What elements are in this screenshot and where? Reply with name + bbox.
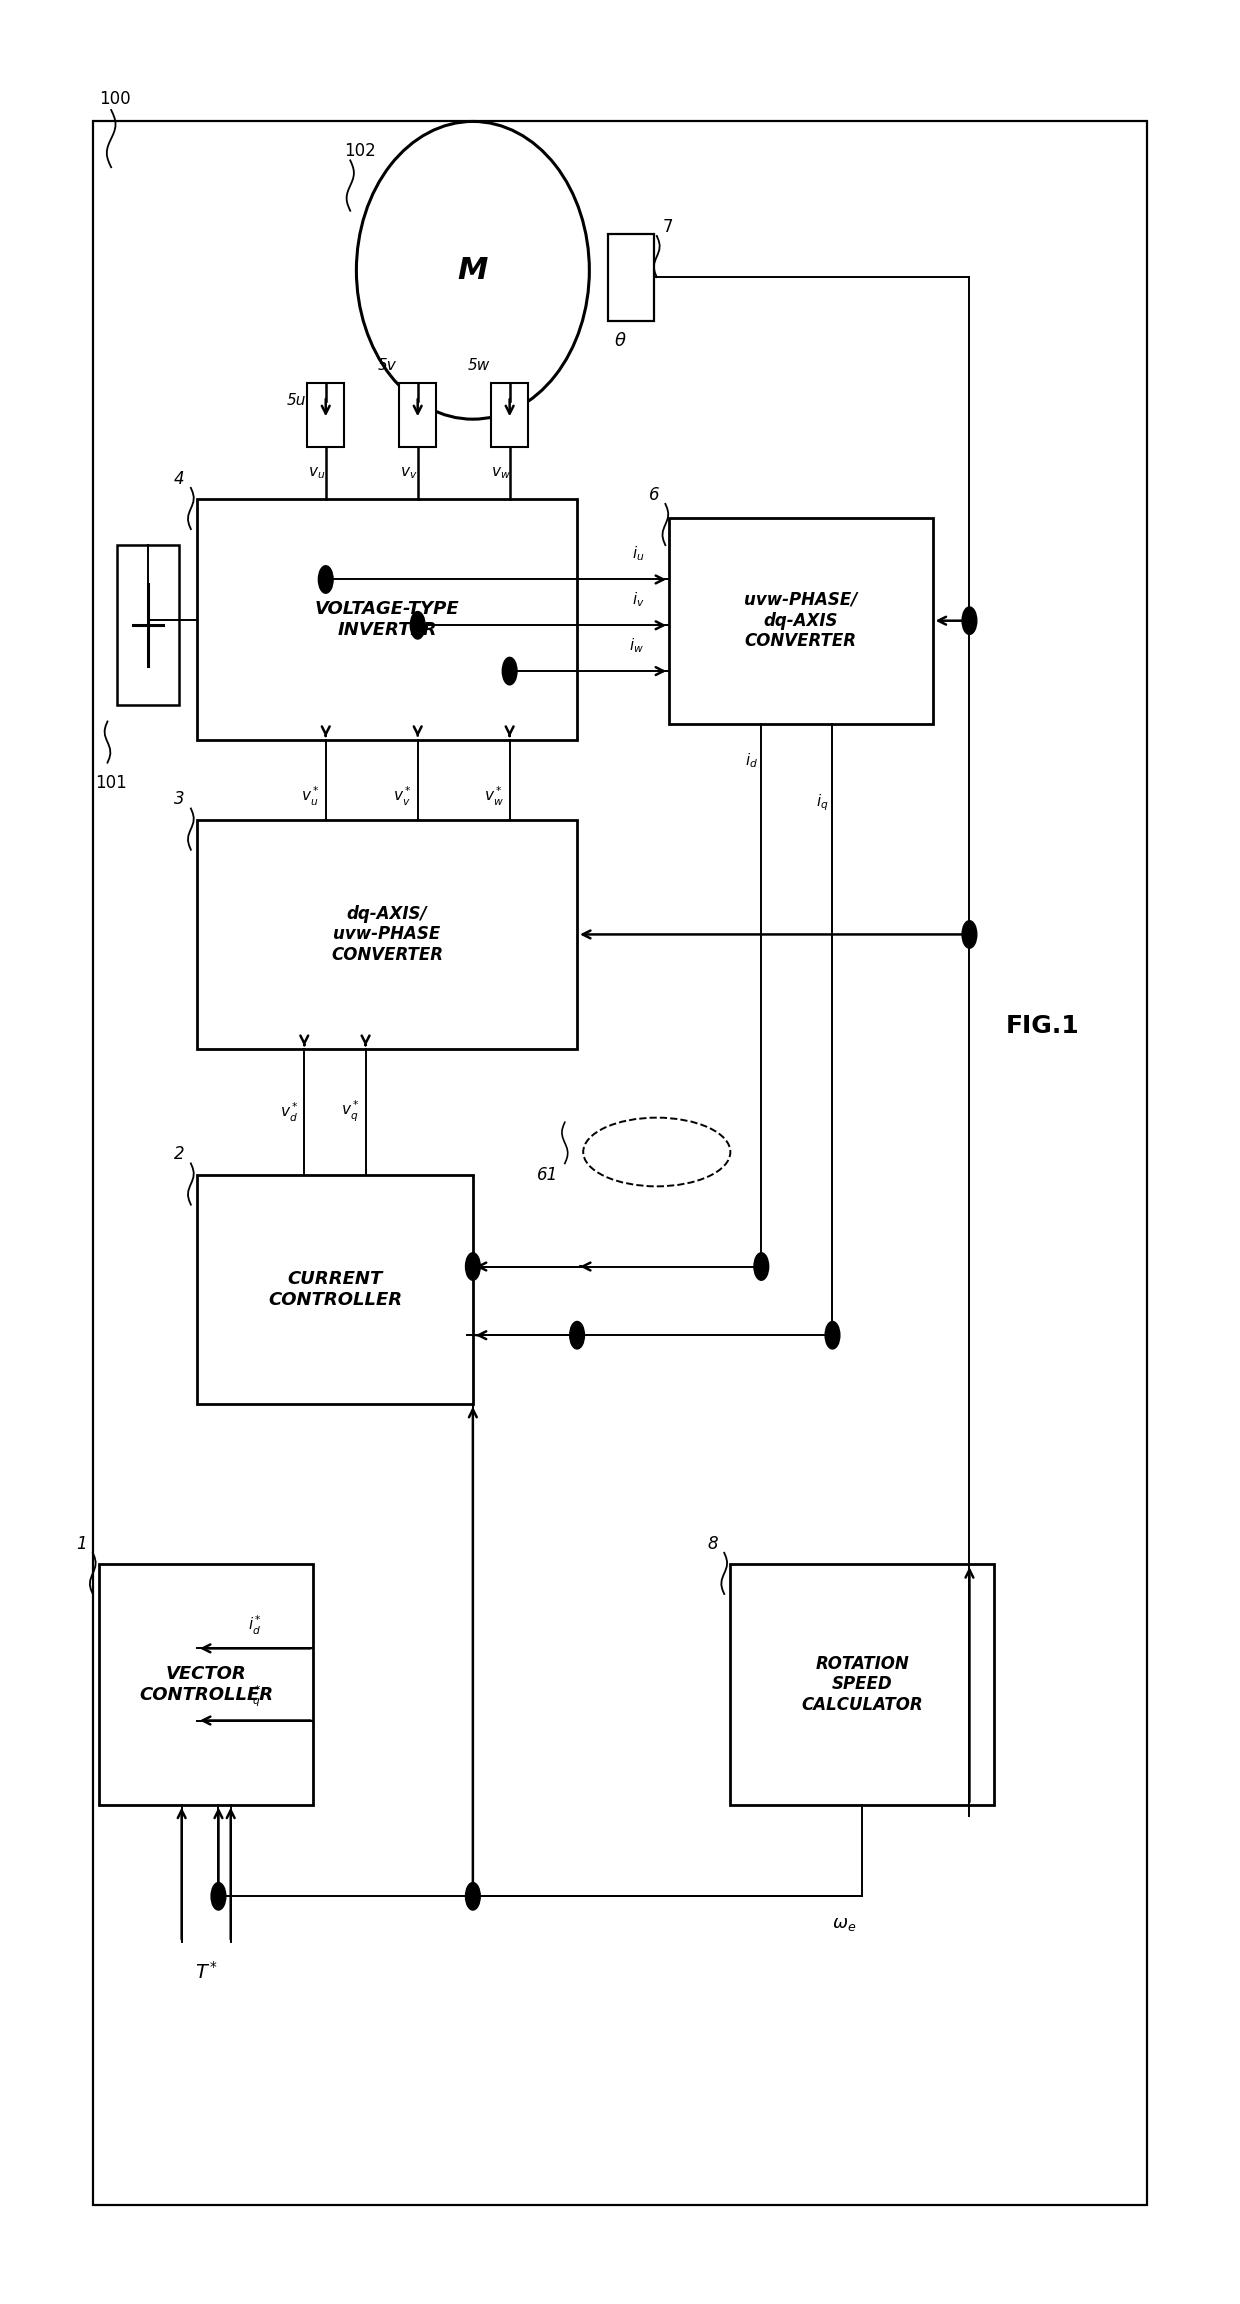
Text: 7: 7 [663,219,673,235]
Text: v$^*_v$: v$^*_v$ [393,786,412,809]
Text: uvw-PHASE/
dq-AXIS
CONVERTER: uvw-PHASE/ dq-AXIS CONVERTER [744,590,858,650]
Circle shape [962,606,977,634]
Text: 5v: 5v [378,359,397,373]
Text: v$^*_w$: v$^*_w$ [484,786,503,809]
Text: 100: 100 [99,90,130,108]
Text: v$_w$: v$_w$ [491,465,511,482]
Text: v$_u$: v$_u$ [309,465,326,482]
Text: θ: θ [615,332,625,350]
Text: 102: 102 [345,143,376,161]
Bar [491,382,528,447]
Text: M: M [458,256,489,286]
Ellipse shape [356,122,589,419]
Text: v$^*_u$: v$^*_u$ [301,786,320,809]
Text: 4: 4 [174,470,185,488]
Bar [399,382,436,447]
Bar [608,233,655,320]
Text: v$^*_d$: v$^*_d$ [280,1101,298,1124]
Bar [118,546,179,705]
Text: i$_u$: i$_u$ [632,544,645,564]
Circle shape [211,1882,226,1910]
Text: VOLTAGE-TYPE
INVERTER: VOLTAGE-TYPE INVERTER [315,599,459,638]
Bar [197,500,577,740]
Bar [730,1564,994,1804]
Text: ROTATION
SPEED
CALCULATOR: ROTATION SPEED CALCULATOR [801,1654,923,1714]
Text: 3: 3 [174,790,185,809]
Text: T$^*$: T$^*$ [195,1961,218,1981]
Circle shape [825,1322,839,1348]
Text: 2: 2 [174,1145,185,1164]
Text: i$^*_q$: i$^*_q$ [248,1684,262,1710]
Circle shape [319,567,334,592]
Bar [670,518,932,723]
Text: v$^*_q$: v$^*_q$ [341,1099,360,1124]
Circle shape [465,1253,480,1281]
Text: 5u: 5u [286,392,306,408]
Text: 61: 61 [537,1166,559,1184]
Circle shape [465,1882,480,1910]
Bar [308,382,345,447]
Bar [197,1175,472,1403]
Text: i$^*_d$: i$^*_d$ [248,1613,262,1636]
Bar [197,820,577,1048]
Text: 101: 101 [95,774,126,793]
Circle shape [962,922,977,949]
Text: 5w: 5w [467,359,490,373]
Circle shape [410,611,425,638]
Circle shape [502,657,517,684]
Text: FIG.1: FIG.1 [1006,1014,1080,1039]
Text: 1: 1 [76,1534,87,1553]
Circle shape [754,1253,769,1281]
Text: CURRENT
CONTROLLER: CURRENT CONTROLLER [268,1270,402,1309]
Bar [99,1564,314,1804]
Text: i$_d$: i$_d$ [745,751,758,770]
Text: VECTOR
CONTROLLER: VECTOR CONTROLLER [139,1666,273,1705]
Bar [93,122,1147,2205]
Circle shape [569,1322,584,1348]
Text: ω$_e$: ω$_e$ [832,1915,856,1933]
Text: i$_w$: i$_w$ [630,636,645,654]
Text: v$_v$: v$_v$ [401,465,418,482]
Text: 6: 6 [649,486,660,505]
Text: i$_v$: i$_v$ [631,590,645,608]
Text: dq-AXIS/
uvw-PHASE
CONVERTER: dq-AXIS/ uvw-PHASE CONVERTER [331,905,443,965]
Text: i$_q$: i$_q$ [816,793,830,813]
Text: 8: 8 [708,1534,718,1553]
